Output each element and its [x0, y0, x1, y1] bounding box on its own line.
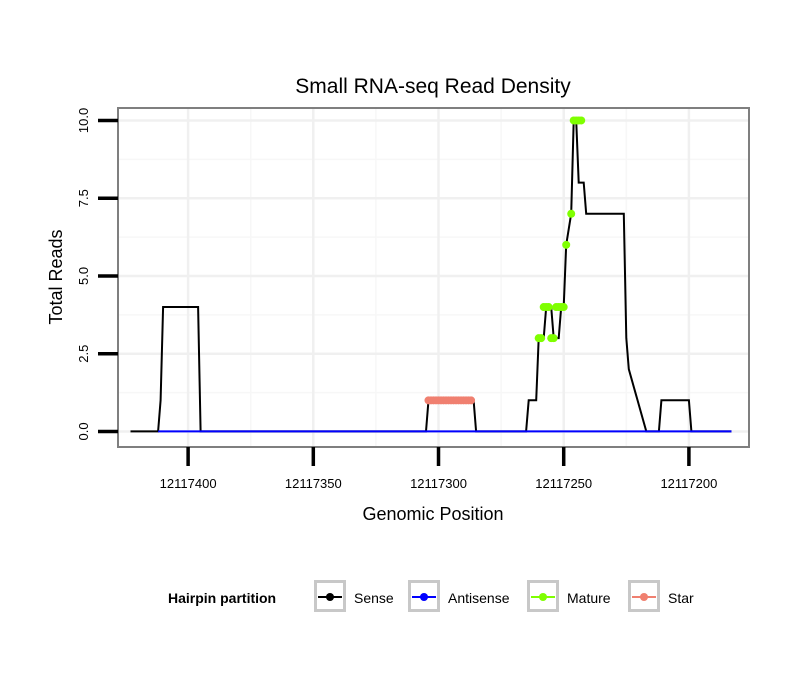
data-point-mature	[544, 303, 553, 312]
data-point-mature	[562, 240, 571, 249]
legend-label-star: Star	[668, 590, 694, 606]
y-tick-label: 0.0	[76, 422, 91, 440]
legend-title: Hairpin partition	[168, 590, 276, 606]
data-point-mature	[567, 209, 576, 218]
legend-key-point	[420, 593, 428, 601]
legend-key-point	[640, 593, 648, 601]
data-point-mature	[537, 334, 546, 343]
y-tick-label: 2.5	[76, 345, 91, 363]
plot-panel	[117, 107, 750, 448]
legend-label-mature: Mature	[567, 590, 611, 606]
chart-title: Small RNA-seq Read Density	[295, 75, 571, 98]
data-point-mature	[559, 303, 568, 312]
legend-label-sense: Sense	[354, 590, 394, 606]
legend-key-point	[326, 593, 334, 601]
x-tick-label: 12117400	[160, 476, 217, 491]
y-tick-label: 7.5	[76, 189, 91, 207]
data-point-star	[467, 396, 476, 405]
legend-key-point	[539, 593, 547, 601]
data-point-mature	[549, 334, 558, 343]
y-axis-title: Total Reads	[46, 229, 66, 324]
y-tick-label: 5.0	[76, 267, 91, 285]
x-tick-label: 12117250	[535, 476, 592, 491]
legend-label-antisense: Antisense	[448, 590, 510, 606]
plot-background	[118, 108, 749, 447]
y-tick-label: 10.0	[76, 108, 91, 133]
legend: Hairpin partition Sense Antisense Mature St…	[168, 580, 694, 612]
x-tick-label: 12117200	[660, 476, 717, 491]
x-tick-label: 12117350	[285, 476, 342, 491]
x-tick-label: 12117300	[410, 476, 467, 491]
x-axis-title: Genomic Position	[362, 504, 503, 524]
data-point-mature	[577, 116, 586, 125]
